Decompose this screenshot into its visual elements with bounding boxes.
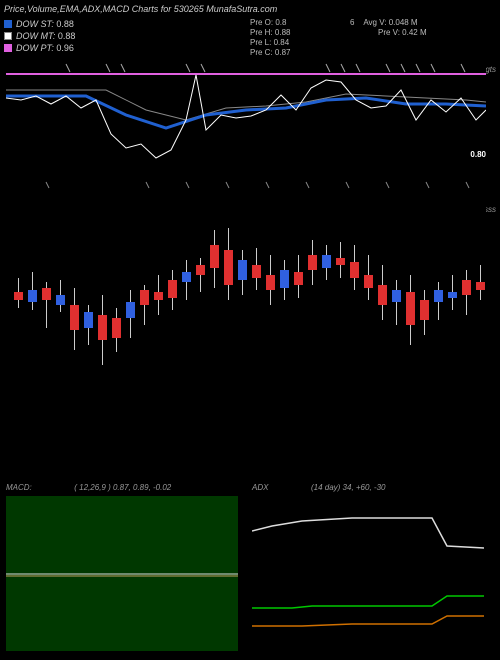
macd-header: MACD: ( 12,26,9 ) 0.87, 0.89, -0.02 xyxy=(6,482,171,492)
macd-params: ( 12,26,9 ) 0.87, 0.89, -0.02 xyxy=(74,483,171,492)
six-label: 6 xyxy=(350,18,354,27)
swatch-st xyxy=(4,20,12,28)
legend-mt-label: DOW MT: 0.88 xyxy=(16,30,75,42)
adx-label: ADX xyxy=(252,483,268,492)
pre-l: Pre L: 0.84 xyxy=(250,38,290,48)
pre-v: Pre V: 0.42 M xyxy=(350,28,427,38)
avg-v: Avg V: 0.048 M xyxy=(363,18,417,27)
adx-params: (14 day) 34, +60, -30 xyxy=(311,483,386,492)
candlestick-chart xyxy=(6,200,486,385)
adx-header: ADX (14 day) 34, +60, -30 xyxy=(252,482,385,492)
legend-st-label: DOW ST: 0.88 xyxy=(16,18,74,30)
legend-pt-label: DOW PT: 0.96 xyxy=(16,42,74,54)
price-tick: 0.80 xyxy=(470,150,486,159)
pre-h: Pre H: 0.88 xyxy=(250,28,290,38)
adx-chart xyxy=(252,496,484,651)
legend-block: DOW ST: 0.88 DOW MT: 0.88 DOW PT: 0.96 xyxy=(4,18,75,54)
line-chart xyxy=(6,60,486,190)
swatch-pt xyxy=(4,44,12,52)
pre-c: Pre C: 0.87 xyxy=(250,48,290,58)
macd-chart xyxy=(6,496,238,651)
swatch-mt xyxy=(4,32,12,40)
pre-o: Pre O: 0.8 xyxy=(250,18,290,28)
ohlc-block-left: Pre O: 0.8 Pre H: 0.88 Pre L: 0.84 Pre C… xyxy=(250,18,290,58)
ohlc-block-right: 6 Avg V: 0.048 M Pre V: 0.42 M xyxy=(350,18,427,38)
page-title: Price,Volume,EMA,ADX,MACD Charts for 530… xyxy=(4,4,277,14)
macd-label: MACD: xyxy=(6,483,32,492)
